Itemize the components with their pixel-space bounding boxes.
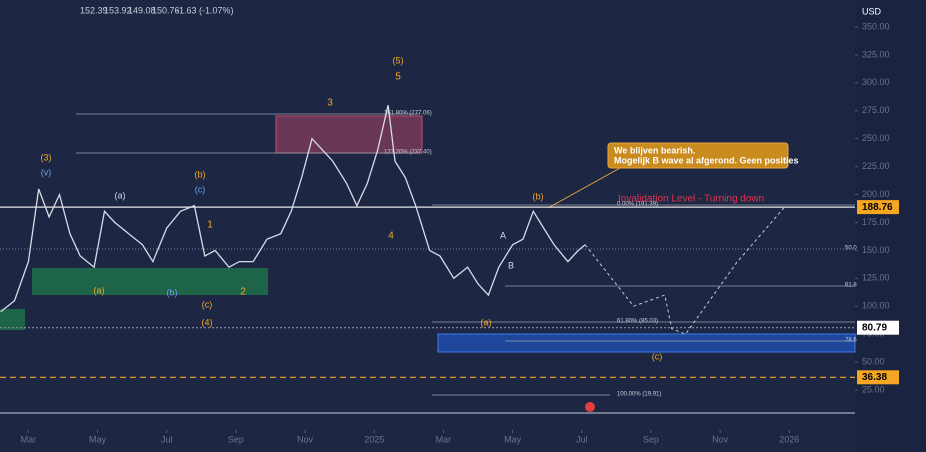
wave-label: (c) (202, 299, 213, 309)
y-tick-label: 350.00 (862, 21, 890, 31)
ohlc: -1.63 (-1.07%) (176, 5, 234, 15)
zone (0, 309, 25, 330)
wave-label: 2 (240, 287, 246, 298)
fib-label: 127.20% (237.40) (384, 150, 432, 156)
x-tick-label: May (504, 434, 522, 444)
x-tick-label: Mar (21, 434, 37, 444)
y-tick-label: 175.00 (862, 217, 890, 227)
wave-label: 4 (388, 231, 394, 242)
y-tick-label: 325.00 (862, 49, 890, 59)
fib-label: 50.0 (845, 246, 857, 252)
fib-label: 61.80% (85.03) (617, 319, 658, 325)
x-tick-label: Nov (712, 434, 729, 444)
y-tick-label: 200.00 (862, 189, 890, 199)
wave-label: (5) (393, 55, 404, 65)
fib-label: 161.80% (277.06) (384, 111, 432, 117)
annotation-box (607, 142, 789, 169)
annotation: We blijven bearish. (614, 145, 695, 155)
y-tick-label: 100.00 (862, 301, 890, 311)
price-line (0, 105, 586, 313)
ohlc: 153.92 (104, 5, 132, 15)
wave-label: A (500, 230, 506, 240)
zone (437, 333, 856, 353)
ohlc: 152.39 (80, 5, 108, 15)
wave-label: (c) (195, 184, 206, 194)
x-tick-label: 2026 (779, 434, 799, 444)
y-tick-label: 150.00 (862, 245, 890, 255)
fib-label: 0.00% (191.39) (617, 202, 658, 208)
wave-label: B (508, 260, 514, 270)
zone (275, 115, 423, 154)
level-label: 188.76 (862, 202, 893, 213)
level-label: 80.79 (862, 322, 887, 333)
level-label: 36.38 (862, 372, 887, 383)
currency: USD (862, 6, 882, 16)
level-box (857, 200, 899, 215)
wave-label: (b) (533, 191, 544, 201)
event-icon (585, 402, 595, 412)
wave-label: (a) (94, 285, 105, 295)
wave-label: (c) (652, 351, 663, 361)
y-tick-label: 50.00 (862, 356, 885, 366)
level-box (857, 370, 899, 385)
x-tick-label: Sep (228, 434, 244, 444)
wave-label: (a) (115, 190, 126, 200)
wave-label: (v) (41, 167, 52, 177)
annotation-pointer (547, 167, 621, 209)
x-tick-label: Jul (161, 434, 173, 444)
wave-label: (b) (195, 169, 206, 179)
y-tick-label: 250.00 (862, 133, 890, 143)
zone (32, 268, 268, 295)
ohlc: 150.76 (152, 5, 180, 15)
level-box (857, 320, 899, 335)
fib-label: 78.6 (845, 338, 857, 344)
x-tick-label: Nov (297, 434, 314, 444)
x-tick-label: May (89, 434, 107, 444)
fib-label: 100.00% (19.91) (617, 392, 661, 398)
x-tick-label: Mar (436, 434, 452, 444)
fib-label: 61.8 (845, 283, 857, 289)
x-tick-label: 2025 (364, 434, 384, 444)
y-tick-label: 25.00 (862, 384, 885, 394)
y-tick-label: 125.00 (862, 273, 890, 283)
wave-label: 5 (395, 72, 401, 83)
y-tick-label: 300.00 (862, 77, 890, 87)
wave-label: (3) (41, 152, 52, 162)
annotation: Mogelijk B wave al afgerond. Geen positi… (614, 155, 799, 165)
wave-label: (a) (481, 317, 492, 327)
invalidation-label: Invalidation Level - Turning down (618, 194, 764, 205)
x-tick-label: Jul (576, 434, 588, 444)
wave-label: (b) (167, 287, 178, 297)
projection-line (584, 205, 787, 335)
wave-label: 1 (207, 220, 213, 231)
wave-label: 3 (327, 98, 333, 109)
ohlc: 149.08 (128, 5, 156, 15)
x-tick-label: Sep (643, 434, 659, 444)
wave-label: (4) (202, 317, 213, 327)
y-tick-label: 225.00 (862, 161, 890, 171)
y-tick-label: 275.00 (862, 105, 890, 115)
fib-lines (0, 113, 855, 396)
